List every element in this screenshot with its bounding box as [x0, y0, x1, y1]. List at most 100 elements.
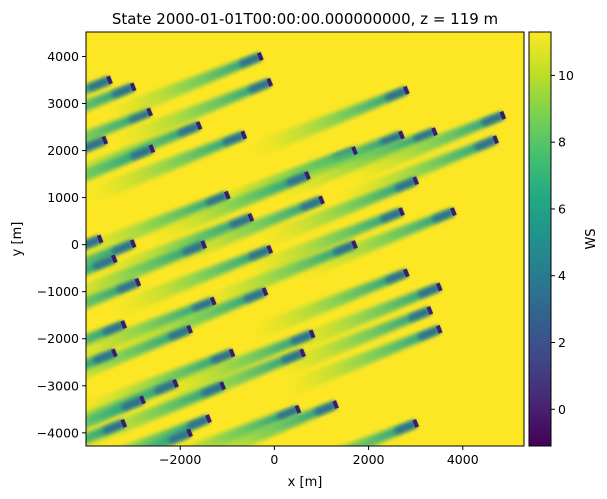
turbine-wake	[268, 306, 432, 382]
turbine-marker	[412, 418, 420, 428]
turbine-layer	[96, 52, 507, 438]
turbine-marker	[186, 324, 193, 334]
turbine-wake	[86, 297, 215, 373]
turbine-marker	[120, 418, 128, 428]
turbine-marker	[431, 127, 438, 137]
turbine-wake	[244, 269, 408, 345]
turbine-wake	[86, 320, 126, 396]
x-tick-label: −2000	[159, 452, 201, 467]
wake-layer	[86, 52, 505, 446]
turbine-wake	[174, 400, 338, 446]
turbine-marker	[332, 400, 339, 410]
turbine-marker	[129, 239, 137, 249]
plot-area	[85, 31, 525, 447]
colorbar-ticks: 0 2 4 6 8 10	[551, 68, 574, 417]
turbine-wake	[86, 414, 210, 446]
turbine-marker	[499, 110, 507, 120]
plot-frame	[85, 31, 525, 447]
turbine-wake	[86, 419, 126, 446]
turbine-marker	[110, 254, 118, 264]
turbine-marker	[412, 176, 420, 186]
turbine-wake	[240, 207, 403, 283]
turbine-marker	[398, 207, 405, 217]
turbine-wake	[146, 171, 309, 247]
turbine-wake	[254, 419, 418, 446]
turbine-marker	[146, 107, 153, 117]
turbine-wake	[86, 131, 246, 207]
turbine-wake	[86, 144, 154, 220]
turbine-marker	[186, 428, 193, 438]
turbine-marker	[256, 52, 264, 61]
turbine-wake	[86, 239, 135, 315]
turbine-marker	[294, 404, 302, 414]
turbine-marker	[261, 287, 269, 297]
colorbar-tick-label: 6	[558, 201, 566, 216]
turbine-marker	[450, 207, 457, 217]
turbine-marker	[308, 329, 316, 339]
turbine-wake	[86, 396, 144, 446]
turbine-wake	[292, 207, 455, 283]
turbine-marker	[106, 75, 113, 85]
x-tick-label: 2000	[353, 452, 385, 467]
turbine-marker	[435, 324, 443, 334]
turbine-wake	[244, 86, 408, 162]
turbine-marker	[351, 240, 358, 250]
x-axis: −2000 0 2000 4000	[159, 446, 479, 467]
turbine-marker	[120, 320, 128, 330]
turbine-wake	[86, 76, 111, 152]
turbine-wake	[277, 325, 441, 401]
turbine-wake	[86, 240, 206, 316]
turbine-wake	[86, 325, 192, 401]
turbine-wake	[108, 245, 272, 321]
y-tick-label: 3000	[47, 96, 79, 111]
colorbar-gradient	[528, 31, 552, 447]
y-tick-label: 0	[71, 237, 79, 252]
turbine-wake	[254, 176, 418, 252]
turbine-marker	[240, 130, 248, 140]
turbine-wake	[86, 83, 135, 159]
turbine-marker	[351, 146, 358, 156]
y-axis-label: y [m]	[10, 222, 25, 257]
turbine-marker	[402, 85, 410, 95]
turbine-wake	[160, 196, 323, 272]
colorbar: 0 2 4 6 8 10 WS	[528, 31, 599, 447]
turbine-wake	[86, 255, 116, 330]
turbine-marker	[266, 244, 274, 254]
turbine-wake	[86, 108, 152, 184]
turbine-marker	[223, 190, 231, 200]
turbine-marker	[96, 234, 104, 244]
turbine-marker	[402, 268, 410, 278]
y-tick-label: −1000	[37, 284, 79, 299]
turbine-marker	[139, 395, 146, 405]
turbine-marker	[110, 348, 118, 358]
turbine-marker	[172, 378, 179, 388]
turbine-marker	[299, 348, 306, 358]
turbine-marker	[398, 130, 405, 140]
turbine-wake	[86, 136, 107, 212]
turbine-marker	[318, 195, 325, 205]
turbine-wake	[86, 429, 192, 446]
turbine-marker	[209, 296, 217, 306]
colorbar-tick-label: 0	[558, 402, 566, 417]
x-axis-label: x [m]	[288, 475, 323, 490]
turbine-marker	[304, 171, 311, 180]
turbine-marker	[148, 144, 156, 154]
turbine-marker	[266, 77, 274, 87]
colorbar-tick-label: 10	[558, 68, 574, 83]
turbine-marker	[435, 282, 443, 292]
turbine-wake	[86, 382, 225, 446]
turbine-wake	[86, 278, 140, 354]
turbine-marker	[195, 121, 203, 131]
turbine-marker	[426, 306, 434, 315]
colorbar-label: WS	[584, 228, 599, 249]
y-tick-label: 1000	[47, 190, 79, 205]
turbine-wake	[86, 349, 116, 425]
turbine-wake	[86, 235, 102, 311]
turbine-marker	[134, 277, 142, 287]
turbine-wake	[193, 240, 356, 316]
turbine-marker	[219, 381, 226, 391]
y-tick-label: −4000	[37, 425, 79, 440]
turbine-marker	[228, 348, 236, 358]
turbine-wake	[98, 52, 262, 128]
y-tick-label: −3000	[37, 378, 79, 393]
